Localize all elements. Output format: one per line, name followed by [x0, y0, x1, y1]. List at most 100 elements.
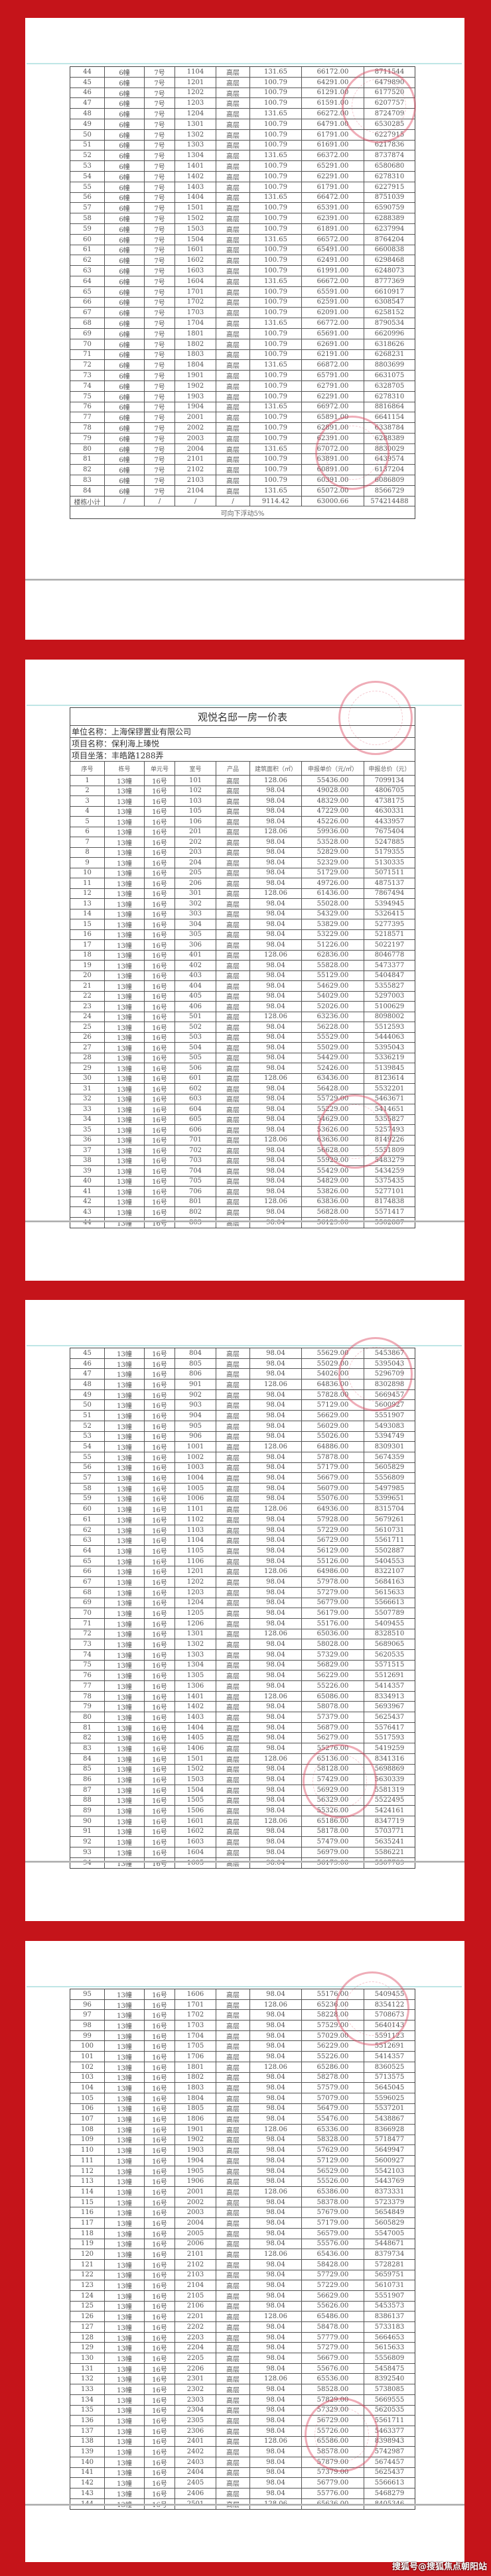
table-cell: 2002 — [175, 423, 216, 433]
table-cell: 7号 — [145, 475, 175, 485]
table-cell: 高层 — [216, 276, 250, 286]
table-row: 1 13幢 16号 101 高层 128.06 55436.00 7099134 — [70, 776, 415, 786]
table-cell: 13幢 — [105, 2020, 145, 2030]
table-cell: 55029.00 — [302, 1043, 364, 1053]
table-cell: 130 — [70, 2353, 105, 2363]
table-row: 64 13幢 16号 1105 高层 98.04 56129.00 5502887 — [70, 1546, 415, 1556]
table-cell: 高层 — [216, 1639, 250, 1649]
table-cell: 16号 — [145, 1462, 175, 1473]
table-cell: 16号 — [145, 1785, 175, 1795]
table-cell: 66272.00 — [302, 109, 364, 119]
table-cell: 98.04 — [250, 1785, 302, 1795]
table-cell: 13幢 — [105, 2322, 145, 2332]
table-cell: 1202 — [175, 1577, 216, 1587]
table-cell: 5645045 — [374, 2084, 405, 2092]
table-row: 30 13幢 16号 601 高层 128.06 63436.00 8123614 — [70, 1073, 415, 1084]
table-cell: 1601 — [175, 245, 216, 255]
table-cell: 5596025 — [374, 2094, 405, 2102]
table-cell: 5659751 — [374, 2271, 405, 2279]
table-cell: 1401 — [175, 1691, 216, 1702]
table-cell: 高层 — [216, 381, 250, 391]
table-cell: 5463377 — [374, 2427, 405, 2435]
table-cell: 高层 — [216, 837, 250, 847]
table-cell: 5453573 — [374, 2302, 405, 2310]
table-cell: 902 — [175, 1389, 216, 1400]
table-cell: 16号 — [145, 2062, 175, 2072]
table-cell: 16号 — [145, 2280, 175, 2290]
table-cell: 1604 — [175, 276, 216, 286]
table-cell: 98.04 — [250, 1670, 302, 1680]
table-cell: 141 — [70, 2467, 105, 2478]
table-cell: 1702 — [175, 2010, 216, 2020]
table-cell: 60 — [70, 234, 105, 245]
table-cell: 1101 — [175, 1504, 216, 1514]
table-cell: 1703 — [175, 2020, 216, 2030]
table-cell: 98.04 — [250, 991, 302, 1001]
table-cell: 7号 — [145, 308, 175, 318]
table-cell: 16号 — [145, 1649, 175, 1660]
table-cell: 1301 — [175, 119, 216, 129]
table-cell: 66672.00 — [302, 276, 364, 286]
table-cell: 98.04 — [250, 1032, 302, 1042]
table-row: 124 13幢 16号 2105 高层 98.04 56629.00 5551907 — [70, 2290, 415, 2302]
table-cell: 5625437 — [374, 2469, 405, 2477]
table-cell: 16号 — [145, 1379, 175, 1389]
table-cell: 62291.00 — [302, 391, 364, 402]
table-cell: 100.79 — [250, 266, 302, 276]
table-cell: 16号 — [145, 1764, 175, 1775]
table-cell: 100.79 — [250, 129, 302, 140]
table-cell: 8373331 — [374, 2188, 405, 2195]
table-cell: 5277395 — [374, 920, 405, 928]
table-row: 66 6幢 7号 1702 高层 100.79 62591.00 6308547 — [70, 297, 415, 308]
table-cell: 806 — [175, 1369, 216, 1379]
table-row: 49 6幢 7号 1301 高层 100.79 64791.00 6530285 — [70, 119, 415, 130]
table-cell: 高层 — [216, 796, 250, 806]
table-cell: 62 — [70, 255, 105, 266]
table-cell: 1004 — [175, 1473, 216, 1483]
table-cell: 56428.00 — [302, 1084, 364, 1094]
table-cell: 1303 — [175, 140, 216, 150]
table-cell: 楼栋小计 — [70, 496, 105, 506]
table-row: 94 13幢 16号 1605 高层 98.04 56179.00 5507789 — [70, 1857, 415, 1869]
table-row: 131 13幢 16号 2206 高层 98.04 55676.00 5458475 — [70, 2363, 415, 2374]
table-cell: 58078.00 — [302, 1702, 364, 1712]
table-cell: 45 — [70, 77, 105, 88]
table-cell: 13幢 — [105, 1032, 145, 1042]
table-cell: 6631075 — [374, 372, 405, 379]
table-cell: 高层 — [216, 129, 250, 140]
table-cell: 6328705 — [374, 382, 405, 390]
table-cell: 83 — [70, 475, 105, 485]
table-cell: 49028.00 — [302, 786, 364, 795]
table-cell: 65891.00 — [302, 412, 364, 423]
table-cell: 116 — [70, 2207, 105, 2218]
table-cell: 5502887 — [374, 1218, 405, 1226]
table-cell: 66872.00 — [302, 360, 364, 371]
table-cell: 58328.00 — [302, 2135, 364, 2145]
table-cell: 6610917 — [374, 288, 405, 296]
table-cell: 62 — [70, 1525, 105, 1535]
table-cell: 98.04 — [250, 2218, 302, 2228]
table-cell: 13幢 — [105, 1733, 145, 1743]
table-cell: 高层 — [216, 2114, 250, 2124]
table-cell: 16号 — [145, 2457, 175, 2467]
table-cell: 5522495 — [374, 1796, 405, 1804]
table-cell: 45 — [70, 1348, 105, 1358]
table-cell: 13幢 — [105, 786, 145, 795]
table-row: 136 13幢 16号 2305 高层 98.04 56729.00 5561711 — [70, 2416, 415, 2426]
table-cell: 93 — [70, 1847, 105, 1857]
table-cell: 8347719 — [374, 1817, 405, 1825]
table-cell: 5424161 — [374, 1807, 405, 1815]
table-cell: 128.06 — [250, 2062, 302, 2072]
table-cell: 13幢 — [105, 950, 145, 960]
table-cell: 6幢 — [105, 171, 145, 182]
table-cell: 1502 — [175, 1764, 216, 1775]
table-cell: 高层 — [216, 454, 250, 465]
table-cell: 100.79 — [250, 203, 302, 213]
table-cell: 206 — [175, 878, 216, 888]
table-cell: 高层 — [216, 140, 250, 150]
table-cell: 16号 — [145, 970, 175, 980]
table-cell: 16号 — [145, 1816, 175, 1826]
table-cell: 5640143 — [374, 2021, 405, 2029]
table-cell: 702 — [175, 1145, 216, 1155]
table-cell: 13幢 — [105, 888, 145, 898]
